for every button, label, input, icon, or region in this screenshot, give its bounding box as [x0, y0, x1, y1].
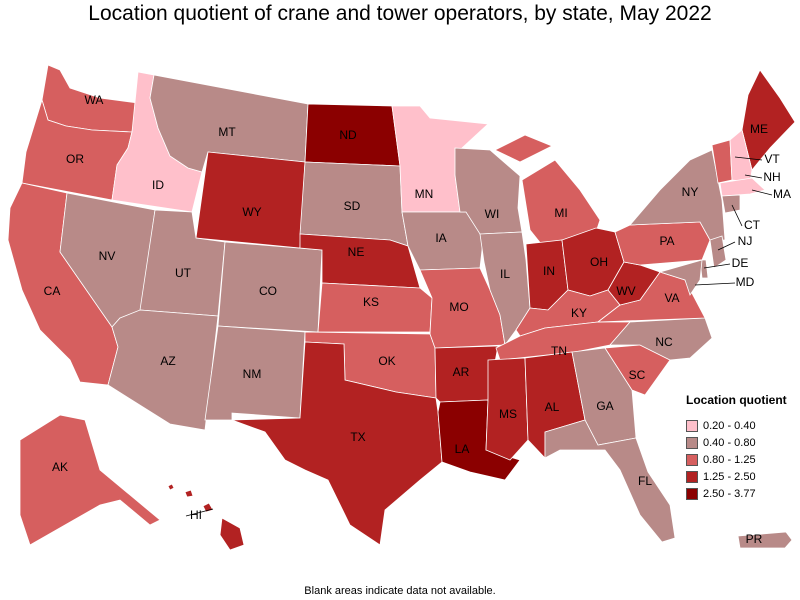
state-ma [719, 177, 766, 197]
state-label-ga: GA [596, 399, 613, 413]
state-label-ca: CA [44, 284, 61, 298]
legend-item: 2.50 - 3.77 [686, 485, 798, 502]
legend-label: 0.80 - 1.25 [703, 453, 756, 466]
state-label-pa: PA [659, 234, 674, 248]
state-label-nd: ND [339, 128, 357, 142]
state-label-tn: TN [551, 344, 567, 358]
legend-label: 0.40 - 0.80 [703, 436, 756, 449]
states-layer [7, 64, 796, 551]
state-label-ia: IA [435, 231, 446, 245]
legend-title: Location quotient [686, 393, 787, 407]
state-label-nh: NH [763, 170, 780, 184]
state-label-ma: MA [773, 187, 791, 201]
state-label-wa: WA [85, 93, 104, 107]
leader-hi [185, 508, 214, 517]
state-tx [231, 341, 443, 546]
state-hi [167, 483, 245, 551]
state-label-sc: SC [629, 368, 646, 382]
state-pr [737, 531, 793, 549]
legend-label: 0.20 - 0.40 [703, 419, 756, 432]
leader-ct [731, 204, 743, 227]
state-label-co: CO [259, 284, 277, 298]
legend-swatch [686, 419, 698, 432]
legend-item: 1.25 - 2.50 [686, 468, 798, 485]
leader-nh [744, 174, 763, 179]
state-label-ok: OK [378, 354, 395, 368]
state-label-ms: MS [499, 407, 517, 421]
state-label-hi: HI [190, 508, 202, 522]
leader-ma [751, 189, 773, 196]
state-label-wv: WV [616, 284, 635, 298]
state-label-ut: UT [175, 266, 192, 280]
state-label-fl: FL [638, 474, 652, 488]
state-label-mt: MT [218, 125, 236, 139]
legend-label: 1.25 - 2.50 [703, 470, 756, 483]
leader-nj [717, 241, 736, 251]
state-label-va: VA [664, 291, 679, 305]
state-label-ct: CT [744, 218, 761, 232]
legend-item: 0.20 - 0.40 [686, 417, 798, 434]
leader-vt [734, 156, 763, 161]
state-label-vt: VT [764, 152, 780, 166]
state-label-nv: NV [99, 249, 116, 263]
state-md [658, 259, 703, 296]
state-wy [195, 151, 306, 249]
state-label-id: ID [152, 178, 164, 192]
state-ak [19, 414, 161, 546]
state-ct [721, 194, 741, 214]
leader-de [703, 263, 731, 269]
state-label-al: AL [545, 400, 560, 414]
state-labels: WA OR CA ID NV MT WY UT AZ CO NM ND SD NE KS OK TX MN IA MO… [44, 93, 791, 546]
state-label-tx: TX [350, 430, 365, 444]
state-label-me: ME [750, 122, 768, 136]
legend-swatch [686, 436, 698, 449]
state-label-la: LA [455, 442, 470, 456]
state-sc [604, 344, 671, 396]
state-label-nc: NC [655, 335, 673, 349]
legend-item: 0.80 - 1.25 [686, 451, 798, 468]
state-label-oh: OH [590, 255, 608, 269]
label-leaders [185, 156, 773, 517]
legend-label: 2.50 - 3.77 [703, 487, 756, 500]
legend-swatch [686, 453, 698, 466]
state-nc [609, 317, 713, 361]
legend: Location quotient 0.20 - 0.40 0.40 - 0.80… [686, 393, 798, 502]
state-label-ks: KS [363, 295, 379, 309]
state-label-or: OR [66, 152, 84, 166]
state-label-ak: AK [52, 460, 68, 474]
state-label-nj: NJ [738, 234, 753, 248]
state-label-pr: PR [746, 532, 763, 546]
state-label-wy: WY [242, 205, 261, 219]
map-title: Location quotient of crane and tower ope… [88, 2, 712, 25]
leader-md [694, 282, 736, 286]
state-label-wi: WI [485, 207, 500, 221]
state-ny [629, 149, 726, 241]
state-label-mi: MI [554, 206, 567, 220]
legend-swatch [686, 487, 698, 500]
state-label-az: AZ [160, 354, 175, 368]
state-label-nm: NM [243, 367, 262, 381]
state-il [479, 231, 531, 347]
state-label-ne: NE [348, 245, 365, 259]
state-az [107, 309, 219, 431]
state-label-sd: SD [344, 199, 361, 213]
state-fl [544, 419, 676, 543]
state-label-de: DE [732, 256, 749, 270]
state-nj [709, 235, 727, 269]
state-label-ar: AR [453, 365, 470, 379]
state-label-mn: MN [415, 187, 434, 201]
state-label-ky: KY [571, 306, 587, 320]
state-label-md: MD [736, 275, 755, 289]
state-label-mo: MO [449, 300, 468, 314]
footnote: Blank areas indicate data not available. [304, 585, 496, 597]
state-de [699, 259, 709, 279]
legend-swatch [686, 470, 698, 483]
state-label-il: IL [500, 267, 510, 281]
legend-item: 0.40 - 0.80 [686, 434, 798, 451]
state-label-ny: NY [682, 185, 699, 199]
state-label-in: IN [543, 264, 555, 278]
